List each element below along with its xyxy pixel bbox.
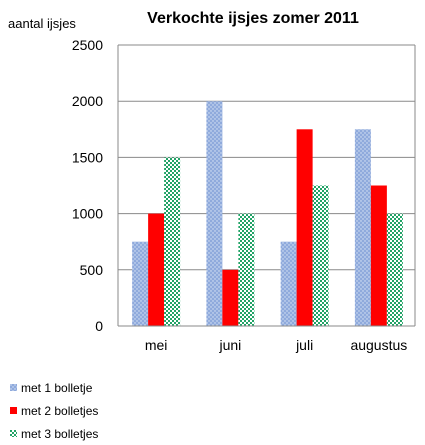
x-tick-label: juni [218, 337, 241, 353]
bar-juni-series-2 [222, 269, 239, 326]
bar-mei-series-2 [148, 213, 165, 326]
x-tick-label: mei [145, 337, 168, 353]
legend-label-series-2: met 2 bolletjes [21, 403, 99, 418]
legend-swatch-series-2 [10, 407, 17, 414]
bar-juni-series-1 [206, 101, 223, 326]
legend-label-series-3: met 3 bolletjes [21, 426, 99, 441]
y-tick-label: 2000 [72, 93, 103, 109]
bars [132, 101, 403, 326]
y-tick-label: 2500 [72, 37, 103, 53]
bar-juni-series-3 [238, 213, 255, 326]
legend: met 1 bolletje met 2 bolletjes met 3 bol… [10, 376, 98, 445]
y-tick-label: 1500 [72, 149, 103, 165]
bar-juli-series-2 [296, 129, 313, 326]
x-tick-label: juli [295, 337, 313, 353]
legend-item-series-1: met 1 bolletje [10, 376, 98, 399]
x-axis-ticks: mei juni juli augustus [145, 337, 407, 353]
bar-mei-series-1 [132, 241, 149, 326]
y-tick-label: 0 [95, 318, 103, 334]
y-tick-label: 500 [80, 262, 104, 278]
bar-juli-series-3 [312, 185, 329, 326]
bar-augustus-series-1 [354, 129, 371, 326]
plot-frame [117, 45, 416, 327]
bar-juli-series-1 [280, 241, 297, 326]
bar-mei-series-3 [164, 157, 181, 326]
bar-augustus-series-3 [386, 213, 403, 326]
legend-item-series-2: met 2 bolletjes [10, 399, 98, 422]
y-axis-label: aantal ijsjes [8, 16, 76, 31]
chart-title: Verkochte ijsjes zomer 2011 [147, 10, 359, 27]
legend-item-series-3: met 3 bolletjes [10, 422, 98, 445]
legend-swatch-series-1 [10, 384, 17, 391]
legend-label-series-1: met 1 bolletje [21, 380, 93, 395]
y-tick-label: 1000 [72, 206, 103, 222]
y-axis-ticks: 0 500 1000 1500 2000 2500 [72, 37, 103, 334]
bar-augustus-series-2 [370, 185, 387, 326]
legend-swatch-series-3 [10, 430, 17, 437]
x-tick-label: augustus [350, 337, 407, 353]
